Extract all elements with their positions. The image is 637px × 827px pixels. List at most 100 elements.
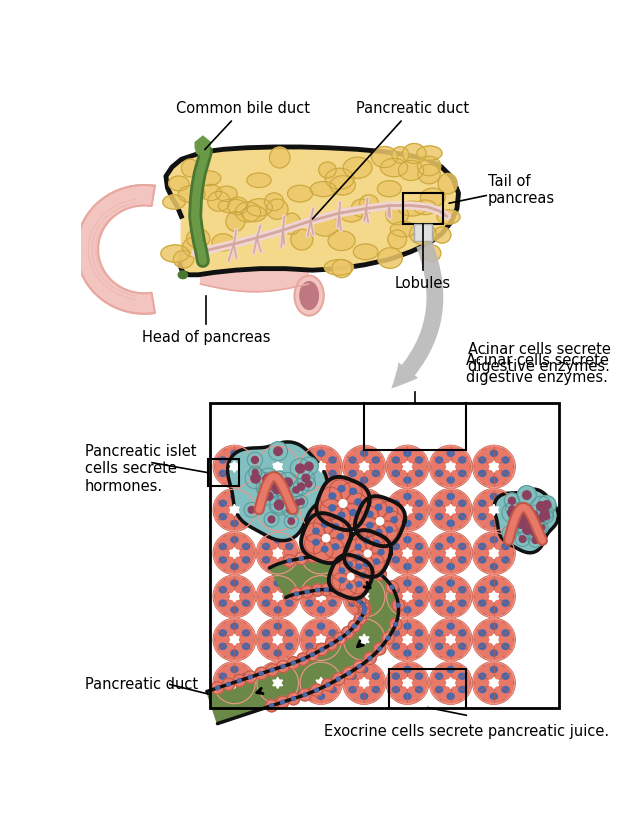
Ellipse shape [219,471,226,476]
Circle shape [288,518,294,524]
Circle shape [304,462,313,471]
Polygon shape [446,677,455,689]
Ellipse shape [317,607,324,613]
Polygon shape [213,576,255,618]
Circle shape [508,497,515,504]
Ellipse shape [410,223,436,245]
Polygon shape [257,489,299,531]
Circle shape [282,490,289,497]
Ellipse shape [231,693,238,700]
Circle shape [516,508,526,518]
Ellipse shape [313,528,319,534]
Text: Exocrine cells secrete pancreatic juice.: Exocrine cells secrete pancreatic juice. [324,724,609,739]
Circle shape [222,678,234,691]
Circle shape [311,640,331,661]
Circle shape [364,550,371,557]
Polygon shape [446,461,455,472]
Circle shape [388,548,408,569]
Ellipse shape [361,650,368,656]
Circle shape [317,636,325,643]
Ellipse shape [226,212,245,232]
Ellipse shape [262,471,269,476]
Ellipse shape [350,509,357,515]
Circle shape [276,667,297,688]
Circle shape [388,591,408,612]
Ellipse shape [330,175,355,195]
Circle shape [269,495,289,515]
Circle shape [313,516,333,536]
Circle shape [354,510,375,531]
Circle shape [540,509,554,523]
Polygon shape [473,619,515,661]
Circle shape [537,525,543,531]
Ellipse shape [415,673,422,679]
Circle shape [274,506,282,514]
Circle shape [340,557,357,574]
Circle shape [274,549,282,557]
Circle shape [233,505,254,526]
Ellipse shape [349,630,356,636]
Ellipse shape [306,543,313,549]
Circle shape [397,619,418,639]
Circle shape [268,446,288,466]
Ellipse shape [479,673,486,679]
Circle shape [320,583,333,595]
Ellipse shape [352,624,357,628]
Circle shape [276,505,297,526]
Circle shape [345,451,365,471]
Ellipse shape [447,693,454,700]
Circle shape [523,505,543,525]
Ellipse shape [392,146,409,163]
Circle shape [260,487,278,505]
Circle shape [431,505,452,526]
Ellipse shape [357,600,362,603]
Ellipse shape [161,245,189,262]
Circle shape [431,538,452,558]
Circle shape [268,683,288,704]
Ellipse shape [436,557,443,563]
Circle shape [274,636,282,643]
Circle shape [397,467,418,488]
Circle shape [397,553,418,575]
Ellipse shape [436,543,443,549]
Circle shape [538,495,556,514]
Circle shape [268,553,288,575]
Circle shape [382,632,394,644]
Polygon shape [343,532,385,575]
Ellipse shape [502,630,509,636]
Polygon shape [403,634,412,645]
Ellipse shape [219,543,226,549]
Ellipse shape [363,538,369,543]
Circle shape [474,678,495,699]
Ellipse shape [241,206,266,222]
Ellipse shape [490,607,497,613]
Ellipse shape [479,457,486,463]
Ellipse shape [262,543,269,549]
Circle shape [450,548,470,569]
Circle shape [523,525,532,534]
Circle shape [320,581,341,601]
Circle shape [447,679,454,686]
Circle shape [268,576,288,596]
Circle shape [215,451,236,471]
Ellipse shape [187,229,210,248]
Ellipse shape [283,213,301,235]
Polygon shape [195,136,211,156]
Ellipse shape [286,673,293,679]
Ellipse shape [248,675,252,679]
Ellipse shape [333,544,339,549]
Ellipse shape [398,160,424,180]
Ellipse shape [300,282,318,309]
Polygon shape [273,461,283,472]
Ellipse shape [392,586,399,593]
Ellipse shape [350,488,357,495]
Ellipse shape [178,185,205,203]
Ellipse shape [422,245,441,261]
Ellipse shape [320,648,324,652]
Polygon shape [301,513,351,563]
Circle shape [345,461,365,482]
Ellipse shape [346,631,350,634]
Circle shape [231,463,238,471]
Circle shape [363,634,384,656]
Ellipse shape [178,271,187,279]
